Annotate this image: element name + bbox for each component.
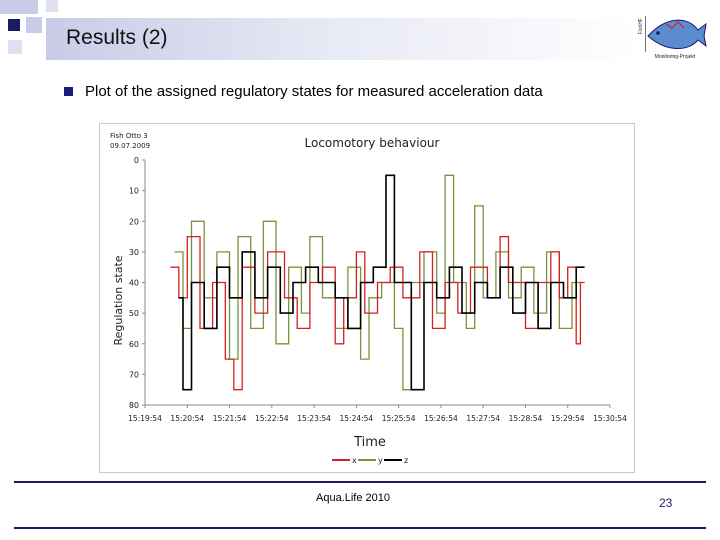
x-tick-label: 15:22:54 [255, 414, 289, 423]
x-tick-label: 15:27:54 [466, 414, 500, 423]
logo-side-text: FishHF [638, 18, 644, 35]
square-bullet-icon [64, 87, 73, 96]
bullet-text: Plot of the assigned regulatory states f… [85, 83, 543, 100]
fish-logo-icon [645, 16, 707, 52]
y-tick-label: 80 [129, 401, 139, 410]
x-tick-label: 15:26:54 [424, 414, 458, 423]
chart-svg: 0 10 20 30 40 50 60 70 80 15:19:54 15:20:54 15:21:5… [110, 132, 627, 465]
page-number: 23 [659, 496, 673, 510]
x-tick-label: 15:30:54 [593, 414, 627, 423]
legend-label-x: x [352, 456, 357, 465]
x-tick-label: 15:25:54 [382, 414, 416, 423]
x-tick-label: 15:28:54 [509, 414, 543, 423]
chart-frame: 0 10 20 30 40 50 60 70 80 15:19:54 15:20:54 15:21:5… [99, 123, 635, 473]
footer-rule-top [14, 481, 706, 483]
legend-label-y: y [378, 456, 383, 465]
y-tick-label: 0 [134, 156, 139, 165]
y-tick-label: 40 [129, 279, 139, 288]
y-tick-label: 10 [129, 187, 139, 196]
x-tick-label: 15:23:54 [297, 414, 331, 423]
y-tick-label: 60 [129, 340, 139, 349]
chart-subtitle-line: 09.07.2009 [110, 142, 150, 150]
chart-title: Locomotory behaviour [305, 136, 440, 150]
chart-axes-group [142, 159, 611, 408]
y-tick-label: 30 [129, 248, 139, 257]
legend-label-z: z [404, 456, 408, 465]
decorative-squares [0, 0, 80, 70]
x-axis-label: Time [353, 435, 386, 450]
y-tick-label: 20 [129, 217, 139, 226]
x-tick-label: 15:29:54 [551, 414, 585, 423]
chart-subtitle-line: Fish Otto 3 [110, 132, 148, 140]
x-tick-label: 15:19:54 [128, 414, 162, 423]
bullet-point: Plot of the assigned regulatory states f… [64, 83, 543, 100]
slide-title: Results (2) [66, 26, 168, 49]
chart-labels-group: 0 10 20 30 40 50 60 70 80 15:19:54 15:20:54 15:21:5… [110, 132, 627, 465]
title-bar [46, 18, 640, 60]
y-tick-label: 70 [129, 370, 139, 379]
footer-text: Aqua.Life 2010 [316, 492, 391, 504]
project-logo: FishHF Monitoring-Projekt [636, 14, 708, 64]
x-tick-label: 15:20:54 [170, 414, 204, 423]
y-axis-label: Regulation state [112, 255, 125, 345]
series-line-z [178, 174, 585, 391]
x-tick-label: 15:24:54 [340, 414, 374, 423]
logo-caption: Monitoring-Projekt [654, 54, 696, 60]
chart-series-group [170, 174, 585, 391]
x-tick-label: 15:21:54 [213, 414, 247, 423]
footer-rule-bottom [14, 527, 706, 529]
y-tick-label: 50 [129, 309, 139, 318]
